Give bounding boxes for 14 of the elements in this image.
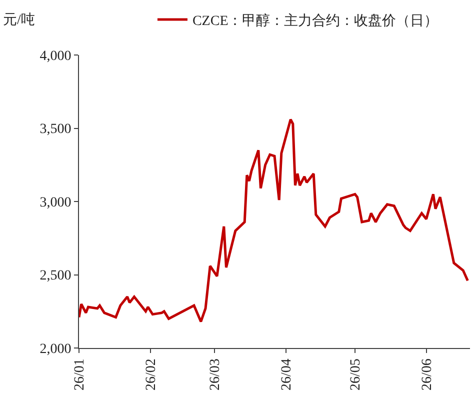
x-tick-label: 26/06 — [420, 358, 435, 390]
y-tick-label: 3,000 — [40, 195, 72, 210]
y-tick-label: 4,000 — [40, 48, 72, 64]
y-tick-label: 3,500 — [40, 122, 72, 138]
y-tick-label: 2,000 — [40, 342, 72, 357]
line-series — [79, 118, 469, 323]
x-tick-label: 26/02 — [144, 358, 159, 390]
legend-label: CZCE：甲醇：主力合约：收盘价（日） — [192, 12, 438, 29]
y-tick-label: 2,500 — [40, 268, 72, 284]
x-tick-label: 26/01 — [72, 358, 88, 390]
x-tick-label: 26/03 — [208, 358, 224, 390]
x-tick-label: 26/05 — [348, 358, 364, 390]
y-axis-title: 元/吨 — [3, 12, 35, 28]
x-tick-label: 26/04 — [280, 358, 295, 390]
